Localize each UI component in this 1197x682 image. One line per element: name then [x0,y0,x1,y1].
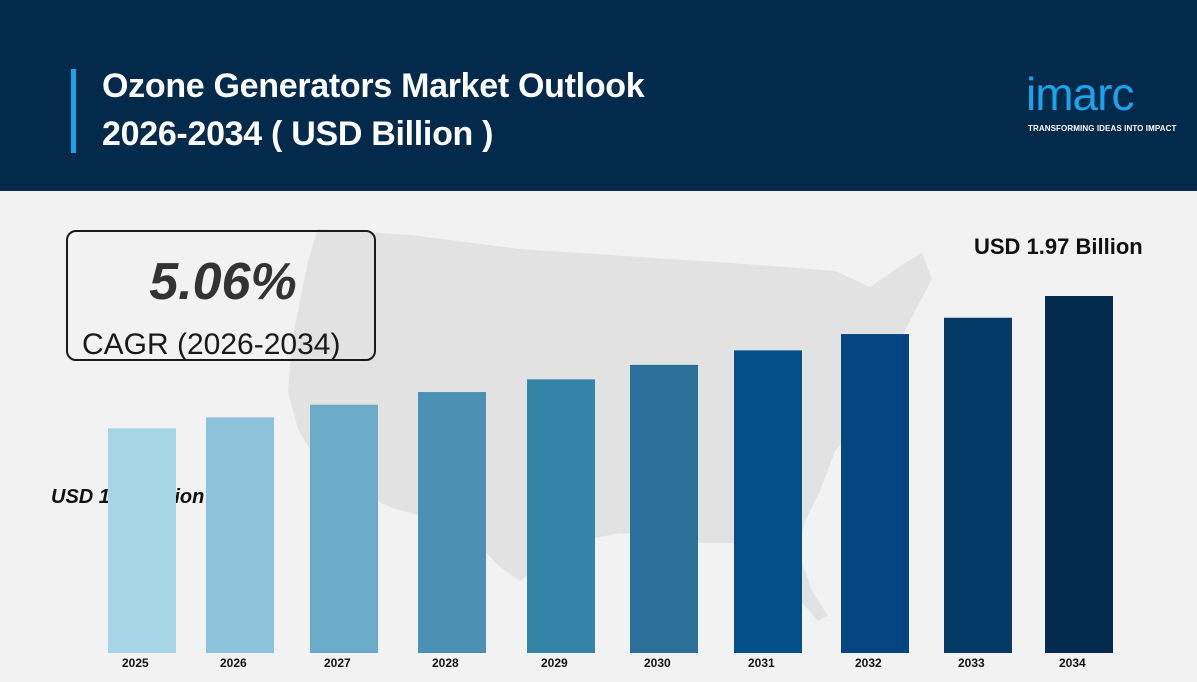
title-accent-bar [71,69,76,153]
x-tick-label: 2032 [855,656,882,670]
x-tick-label: 2026 [220,656,247,670]
bar-2033 [944,317,1012,653]
bar-2025 [108,428,176,653]
x-tick-label: 2031 [748,656,775,670]
bar-2026 [206,417,274,653]
logo-wordmark: imarc [1026,68,1134,120]
bar-2030 [630,364,698,653]
cagr-box: 5.06% CAGR (2026-2034) [66,230,376,361]
x-tick-label: 2028 [432,656,459,670]
bar-2028 [418,392,486,653]
bar-2027 [310,404,378,653]
title-line-2: 2026-2034 ( USD Billion ) [102,115,494,153]
end-value-label: USD 1.97 Billion [974,234,1143,259]
imarc-logo: imarc TRANSFORMING IDEAS INTO IMPACT [1026,70,1181,136]
bar-2029 [527,379,595,653]
bar-2034 [1045,296,1113,653]
bar-2032 [841,334,909,653]
logo-tagline: TRANSFORMING IDEAS INTO IMPACT [1028,124,1177,133]
x-tick-label: 2034 [1059,656,1086,670]
page-title: Ozone Generators Market Outlook 2026-203… [102,62,645,158]
x-tick-label: 2025 [122,656,149,670]
cagr-label: CAGR (2026-2034) [82,328,341,361]
cagr-value: 5.06% [149,253,297,311]
header-banner: Ozone Generators Market Outlook 2026-203… [0,0,1197,191]
title-line-1: Ozone Generators Market Outlook [102,67,645,105]
x-tick-label: 2030 [644,656,671,670]
x-tick-label: 2029 [541,656,568,670]
x-tick-label: 2027 [324,656,351,670]
x-tick-label: 2033 [958,656,985,670]
bar-2031 [734,350,802,653]
